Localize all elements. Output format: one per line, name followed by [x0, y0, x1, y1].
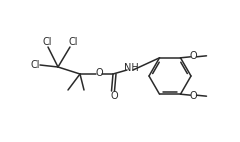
Text: O: O: [95, 68, 103, 78]
Text: Cl: Cl: [68, 37, 78, 47]
Text: Cl: Cl: [30, 60, 40, 70]
Text: O: O: [190, 51, 197, 61]
Text: O: O: [110, 91, 118, 101]
Text: O: O: [190, 91, 197, 101]
Text: NH: NH: [124, 63, 138, 73]
Text: Cl: Cl: [42, 37, 52, 47]
